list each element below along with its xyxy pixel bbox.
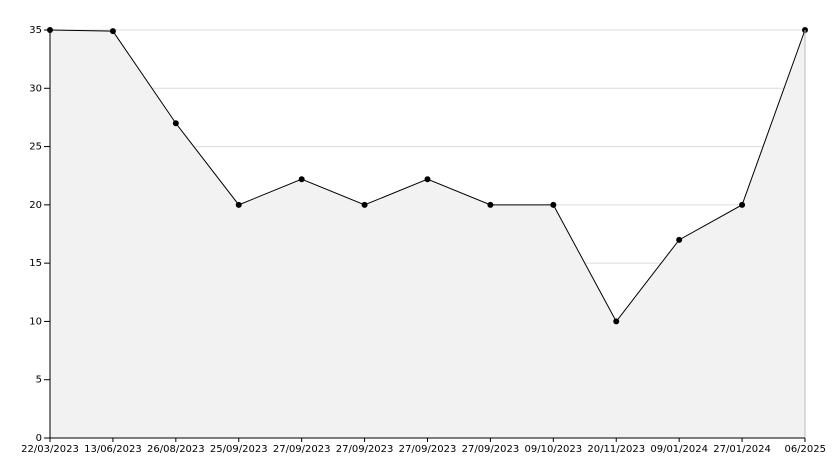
y-tick-label: 10: [29, 316, 42, 327]
x-tick-label: 27/09/2023: [399, 444, 457, 455]
point: [109, 28, 116, 35]
x-tick-label: 27/09/2023: [336, 444, 394, 455]
y-tick-label: 25: [29, 142, 42, 153]
point: [676, 236, 683, 243]
x-tick-label: 27/01/2024: [713, 444, 771, 455]
y-tick-label: 15: [29, 258, 42, 269]
y-tick-label: 0: [36, 433, 42, 444]
x-tick-label: 06/2025: [784, 444, 826, 455]
area: [50, 30, 805, 438]
point: [235, 201, 242, 208]
x-tick-label: 20/11/2023: [587, 444, 645, 455]
point: [550, 201, 557, 208]
x-tick-label: 27/09/2023: [462, 444, 520, 455]
y-tick-label: 20: [29, 200, 42, 211]
x-tick-label: 27/09/2023: [273, 444, 331, 455]
x-tick-label: 09/01/2024: [650, 444, 708, 455]
y-tick-label: 5: [36, 375, 42, 386]
x-tick-label: 13/06/2023: [84, 444, 142, 455]
x-tick-label: 26/08/2023: [147, 444, 205, 455]
x-tick-label: 25/09/2023: [210, 444, 268, 455]
point: [424, 176, 431, 183]
point: [613, 318, 620, 325]
x-tick-label: 09/10/2023: [525, 444, 583, 455]
point: [172, 120, 179, 127]
point: [739, 201, 746, 208]
point: [487, 201, 494, 208]
y-tick-label: 35: [29, 25, 42, 36]
point: [298, 176, 305, 183]
x-tick-label: 22/03/2023: [21, 444, 79, 455]
y-tick-label: 30: [29, 83, 42, 94]
point: [361, 201, 368, 208]
